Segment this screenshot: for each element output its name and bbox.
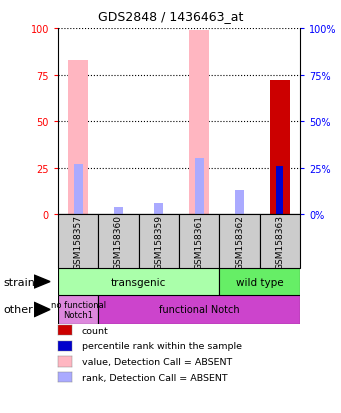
Bar xyxy=(260,215,300,268)
Text: count: count xyxy=(82,326,108,335)
Bar xyxy=(270,81,290,215)
Text: GSM158361: GSM158361 xyxy=(195,214,204,269)
Bar xyxy=(219,215,260,268)
Bar xyxy=(179,215,219,268)
Text: GSM158362: GSM158362 xyxy=(235,214,244,269)
Text: GSM158360: GSM158360 xyxy=(114,214,123,269)
Polygon shape xyxy=(34,275,50,288)
Bar xyxy=(139,215,179,268)
Bar xyxy=(68,60,88,215)
Text: wild type: wild type xyxy=(236,277,283,287)
Text: transgenic: transgenic xyxy=(111,277,166,287)
Bar xyxy=(58,268,219,295)
Text: other: other xyxy=(3,305,33,315)
Text: GSM158357: GSM158357 xyxy=(74,214,83,269)
Text: functional Notch: functional Notch xyxy=(159,305,239,315)
Text: GDS2848 / 1436463_at: GDS2848 / 1436463_at xyxy=(98,10,243,23)
Bar xyxy=(98,215,139,268)
Bar xyxy=(74,164,83,215)
Bar xyxy=(276,166,283,215)
Text: value, Detection Call = ABSENT: value, Detection Call = ABSENT xyxy=(82,357,232,366)
Text: strain: strain xyxy=(3,277,35,287)
Text: no functional
Notch1: no functional Notch1 xyxy=(50,300,106,319)
Polygon shape xyxy=(34,302,50,317)
Text: percentile rank within the sample: percentile rank within the sample xyxy=(82,342,242,351)
Bar xyxy=(114,207,123,215)
Text: GSM158363: GSM158363 xyxy=(276,214,284,269)
Bar xyxy=(219,268,300,295)
Bar xyxy=(235,191,244,215)
Text: rank, Detection Call = ABSENT: rank, Detection Call = ABSENT xyxy=(82,373,227,382)
Bar xyxy=(189,31,209,215)
Bar xyxy=(58,215,98,268)
Bar xyxy=(154,204,163,215)
Bar xyxy=(195,159,204,215)
Bar xyxy=(98,295,300,324)
Bar xyxy=(58,295,98,324)
Text: GSM158359: GSM158359 xyxy=(154,214,163,269)
